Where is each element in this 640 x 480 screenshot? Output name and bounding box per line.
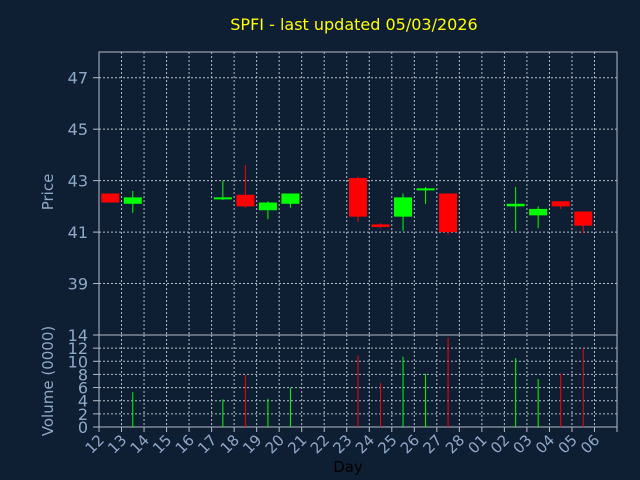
- volume-tick-label: 14: [68, 326, 88, 345]
- candle-body: [416, 188, 435, 191]
- candlestick-series: [101, 165, 593, 235]
- candle-body: [213, 197, 232, 200]
- x-tick-labels: 1213141516171819202122232425262728010203…: [82, 427, 618, 457]
- candle-body: [574, 211, 593, 226]
- y-axis-label-volume: Volume (0000): [39, 326, 57, 436]
- volume-tick-label: 2: [78, 405, 88, 424]
- candle-body: [551, 201, 570, 207]
- candle-body: [258, 202, 277, 211]
- candle-body: [349, 178, 367, 217]
- volume-tick-label: 0: [78, 418, 88, 437]
- candle-body: [123, 197, 142, 204]
- candle-body: [439, 193, 458, 233]
- volume-tick-label: 12: [68, 339, 88, 358]
- price-tick-label: 39: [68, 275, 88, 294]
- candle-body: [281, 193, 300, 204]
- price-panel: 39 41 43 45 47: [68, 51, 618, 336]
- volume-tick-label: 4: [78, 392, 88, 411]
- chart-title: SPFI - last updated 05/03/2026: [230, 15, 477, 34]
- candle-body: [506, 203, 525, 207]
- candle-body: [371, 224, 390, 227]
- volume-series: [132, 337, 584, 427]
- volume-grid: [99, 335, 617, 427]
- candle-body: [394, 197, 413, 217]
- price-tick-label: 47: [68, 69, 88, 88]
- price-tick-label: 45: [68, 120, 88, 139]
- volume-tick-label: 6: [78, 379, 88, 398]
- candle-body: [529, 208, 548, 216]
- x-tick-label: 06: [577, 431, 603, 457]
- volume-tick-label: 10: [68, 352, 88, 371]
- candle-body: [236, 194, 255, 207]
- y-axis-label-price: Price: [39, 174, 57, 211]
- volume-tick-label: 8: [78, 365, 88, 384]
- x-axis-label: Day: [333, 458, 363, 476]
- price-grid: [99, 52, 617, 335]
- price-tick-labels: 39 41 43 45 47: [68, 69, 99, 294]
- price-tick-label: 43: [68, 172, 88, 191]
- price-tick-label: 41: [68, 223, 88, 242]
- candle-body: [101, 193, 120, 203]
